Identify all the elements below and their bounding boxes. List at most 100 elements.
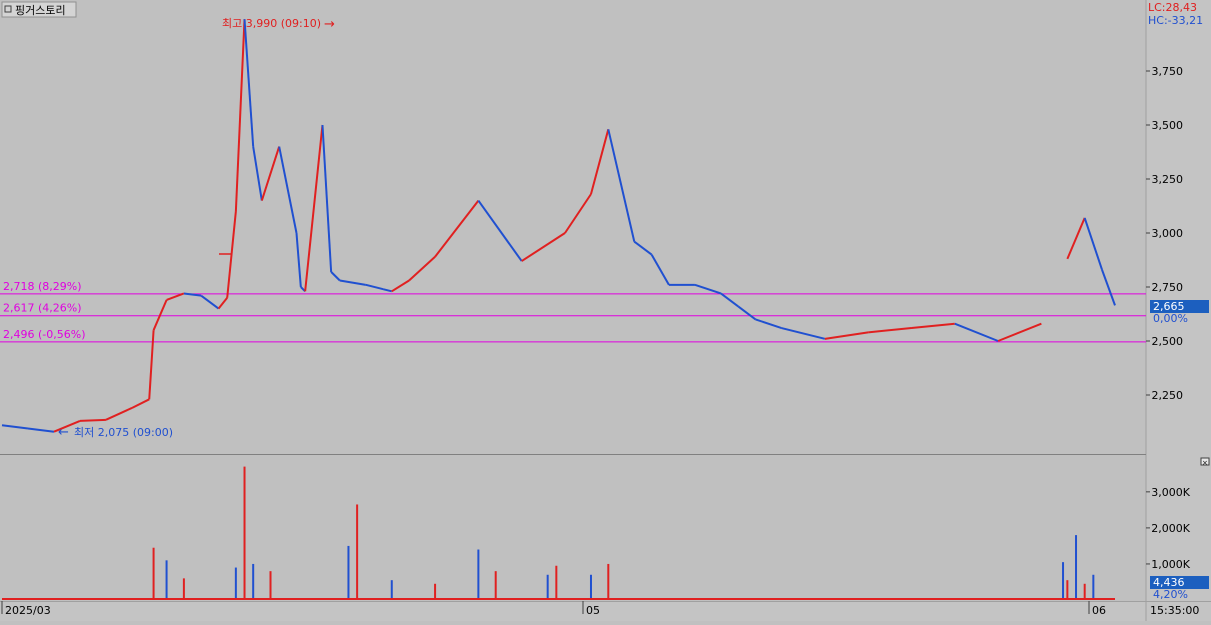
price-segment bbox=[1083, 217, 1103, 271]
volume-current: 4,436 bbox=[1153, 576, 1185, 589]
window-title: 핑거스토리 bbox=[15, 4, 66, 17]
price-segment bbox=[720, 292, 739, 308]
price-segment bbox=[365, 283, 384, 291]
volume-pct: 4,20% bbox=[1153, 588, 1188, 601]
price-tick-label: 3,000 bbox=[1152, 227, 1184, 240]
volume-bar bbox=[252, 563, 255, 600]
price-segment bbox=[694, 283, 722, 295]
current-price: 2,665 bbox=[1153, 300, 1185, 313]
price-segment bbox=[607, 129, 636, 242]
price-segment bbox=[183, 292, 202, 297]
price-segment bbox=[53, 419, 81, 433]
price-segment bbox=[131, 398, 150, 409]
time-tick-label: 06 bbox=[1092, 604, 1106, 617]
price-segment bbox=[477, 200, 523, 262]
volume-panel[interactable] bbox=[0, 455, 1146, 601]
price-segment bbox=[278, 146, 298, 234]
price-tick-label: 2,750 bbox=[1152, 281, 1184, 294]
lc-label: LC:28,43 bbox=[1148, 1, 1197, 14]
volume-tick-label: 3,000K bbox=[1151, 486, 1190, 499]
volume-bar bbox=[1075, 535, 1078, 600]
price-segment bbox=[252, 146, 263, 201]
price-segment bbox=[521, 232, 566, 262]
title-box[interactable] bbox=[1, 1, 77, 18]
price-tick-label: 3,250 bbox=[1152, 173, 1184, 186]
volume-bar bbox=[589, 574, 592, 600]
price-segment bbox=[564, 193, 592, 234]
volume-bar bbox=[477, 549, 480, 600]
volume-bar bbox=[356, 504, 359, 600]
close-x-glyph: × bbox=[1202, 459, 1208, 467]
volume-bar bbox=[152, 547, 155, 600]
volume-badge bbox=[1150, 576, 1209, 589]
high-annotation: 최고 3,990 (09:10) bbox=[222, 17, 321, 30]
low-annotation: 최저 2,075 (09:00) bbox=[74, 426, 173, 439]
high-arrow-icon: → bbox=[324, 17, 335, 32]
current-price-badge bbox=[1150, 300, 1209, 313]
volume-bar bbox=[546, 574, 549, 600]
price-segment bbox=[1101, 269, 1116, 306]
volume-axis: 1,000K 2,000K 3,000K bbox=[1146, 486, 1191, 571]
volume-bar bbox=[234, 567, 237, 600]
price-segment bbox=[166, 292, 185, 301]
price-segment bbox=[755, 318, 782, 329]
price-segment bbox=[200, 294, 220, 310]
price-segment bbox=[911, 322, 955, 330]
hc-label: HC:-33,21 bbox=[1148, 14, 1203, 27]
time-tick-label: 2025/03 bbox=[5, 604, 51, 617]
price-segment bbox=[295, 232, 302, 288]
level-lines: 2,718 (8,29%) 2,617 (4,26%) 2,496 (-0,56%) bbox=[0, 280, 1146, 343]
volume-tick-label: 2,000K bbox=[1151, 522, 1190, 535]
price-series bbox=[1, 19, 1116, 433]
price-segment bbox=[1066, 217, 1086, 260]
price-panel[interactable] bbox=[0, 0, 1146, 455]
price-segment bbox=[339, 279, 366, 286]
price-tick-label: 2,500 bbox=[1152, 335, 1184, 348]
price-segment bbox=[330, 271, 341, 282]
price-tick-label: 3,750 bbox=[1152, 65, 1184, 78]
time-axis-area bbox=[0, 601, 1146, 621]
price-segment bbox=[408, 256, 436, 282]
price-segment bbox=[260, 146, 281, 201]
volume-bar bbox=[1066, 580, 1069, 600]
price-segment bbox=[105, 407, 133, 421]
volume-bar bbox=[347, 545, 350, 600]
volume-bar bbox=[1083, 583, 1086, 600]
volume-bar bbox=[269, 571, 272, 600]
price-segment bbox=[321, 124, 333, 272]
price-segment bbox=[304, 124, 324, 292]
volume-tick-label: 1,000K bbox=[1151, 558, 1190, 571]
level-label: 2,496 (-0,56%) bbox=[3, 328, 85, 341]
price-segment bbox=[243, 19, 255, 147]
price-segment bbox=[152, 299, 168, 331]
price-segment bbox=[79, 418, 106, 422]
low-arrow-icon: ← bbox=[58, 425, 69, 440]
level-label: 2,617 (4,26%) bbox=[3, 302, 82, 315]
level-label: 2,718 (8,29%) bbox=[3, 280, 82, 293]
close-panel-icon[interactable] bbox=[1200, 457, 1210, 466]
price-segment bbox=[633, 240, 653, 256]
time-tick-label: 05 bbox=[586, 604, 600, 617]
current-pct: 0,00% bbox=[1153, 312, 1188, 325]
volume-bar bbox=[390, 580, 393, 600]
volume-bar bbox=[434, 583, 437, 600]
price-segment bbox=[27, 427, 55, 433]
window-box-icon[interactable] bbox=[4, 5, 12, 13]
price-segment bbox=[954, 322, 999, 342]
price-segment bbox=[824, 331, 869, 340]
price-segment bbox=[391, 279, 410, 293]
price-segment bbox=[650, 254, 670, 286]
price-segment bbox=[226, 211, 237, 298]
price-segment bbox=[781, 327, 826, 340]
price-segment bbox=[997, 322, 1042, 342]
price-tick-label: 2,250 bbox=[1152, 389, 1184, 402]
volume-bar bbox=[165, 560, 168, 600]
clock-label: 15:35:00 bbox=[1150, 604, 1199, 617]
price-axis: 2,250 2,500 2,750 3,000 3,250 3,500 3,750 bbox=[1146, 65, 1183, 402]
volume-bar bbox=[1092, 574, 1095, 600]
volume-bar bbox=[494, 571, 497, 600]
price-segment bbox=[1, 424, 29, 430]
price-segment bbox=[590, 129, 610, 195]
price-segment bbox=[737, 305, 757, 321]
